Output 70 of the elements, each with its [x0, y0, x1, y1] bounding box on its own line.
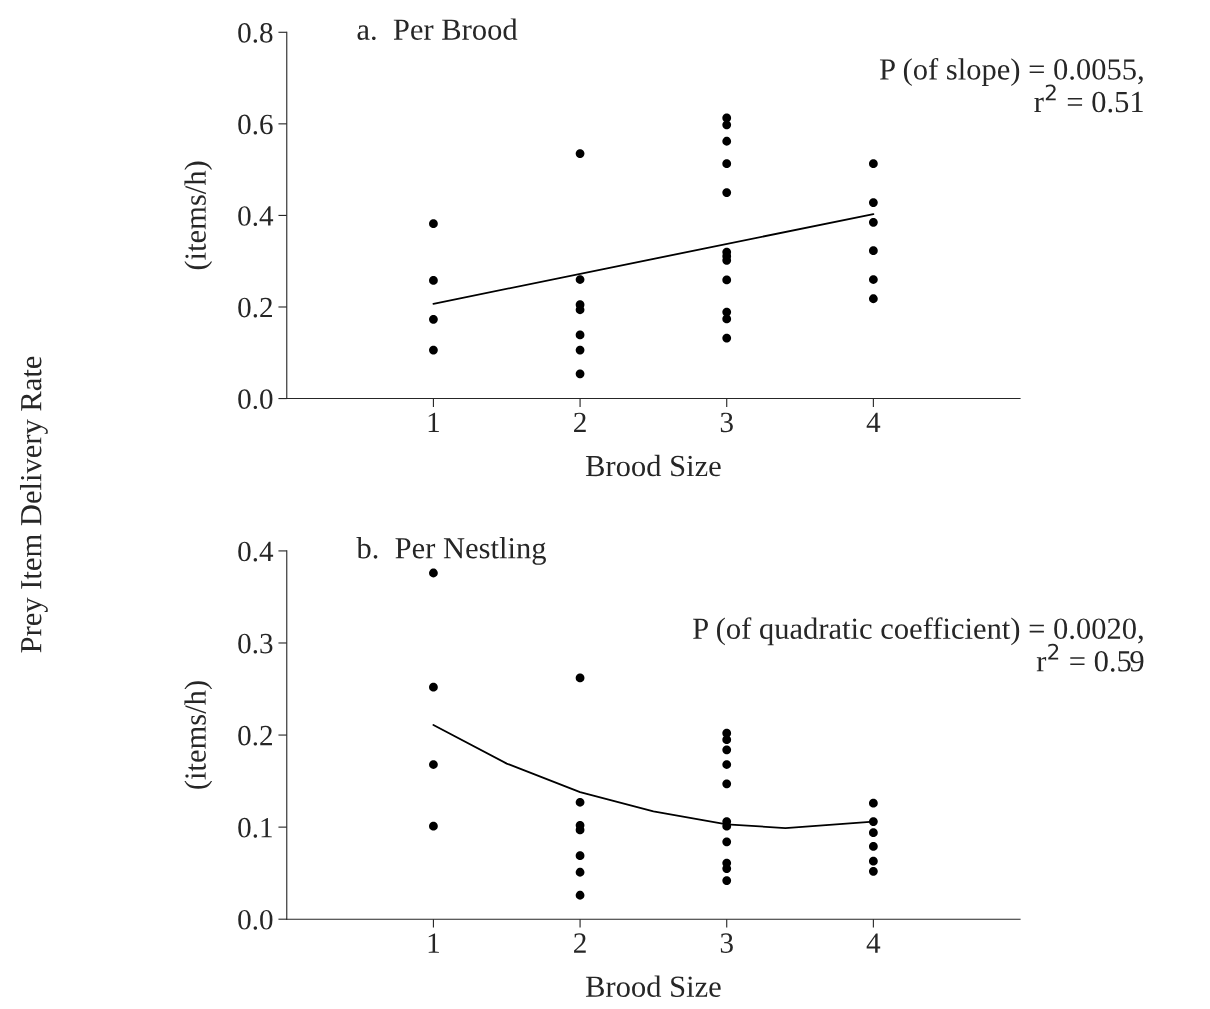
point [575, 797, 585, 807]
x-tick-label: 1 [428, 412, 439, 432]
point [575, 369, 585, 379]
y-tick-label: 0.0 [238, 389, 273, 410]
point [868, 828, 878, 838]
y-tick-label: 0.6 [238, 114, 273, 135]
point [429, 682, 438, 692]
y-tick-label: 0.2 [238, 297, 272, 318]
point [722, 314, 732, 324]
x-tick-label: 4 [866, 412, 881, 432]
point [575, 275, 585, 284]
y-axis-title: (items/h) [184, 681, 213, 789]
y-tick-label: 0.1 [238, 817, 272, 838]
y-tick-label: 0.3 [238, 633, 273, 654]
x-axis-title: Brood Size [585, 975, 721, 998]
point [868, 217, 878, 227]
text: Prey Item Delivery Rate [19, 356, 48, 653]
annotation: P (of slope) = 0.0055, r$^{2}$ = 0.51 [879, 57, 1143, 113]
point [722, 745, 732, 755]
x-tick-label: 3 [720, 412, 733, 433]
point [575, 149, 585, 159]
point [722, 876, 732, 885]
point [868, 842, 878, 851]
point [722, 159, 732, 169]
point [429, 219, 438, 229]
x-tick-label: 4 [866, 933, 881, 953]
point [429, 821, 438, 831]
point [429, 345, 438, 355]
chart-title: b. Per Nestling [356, 537, 546, 565]
point [575, 330, 585, 340]
y-tick-label: 0.4 [238, 541, 274, 562]
point [429, 760, 438, 769]
point [722, 779, 732, 789]
chart-title: a. Per Brood [357, 18, 518, 41]
y-tick-label: 0.4 [238, 206, 274, 226]
point [722, 760, 732, 769]
point [575, 673, 585, 683]
point [868, 246, 878, 256]
point [722, 120, 732, 130]
y-tick-label: 0.0 [238, 909, 273, 930]
point [868, 198, 878, 207]
point [722, 735, 732, 745]
y-tick-label: 0.8 [238, 23, 273, 43]
y-tick-label: 0.2 [238, 725, 272, 746]
x-tick-label: 3 [720, 933, 733, 953]
x-tick-label: 2 [574, 412, 586, 432]
annotation: P (of quadratic coefficient) = 0.0020, r$^{2}$ = 0.59 [693, 617, 1144, 672]
point [575, 345, 585, 355]
point [868, 159, 878, 169]
point [722, 837, 732, 847]
point [429, 276, 438, 285]
x-axis-title: Brood Size [585, 454, 721, 477]
y-axis-title: (items/h) [184, 161, 213, 270]
point [868, 798, 878, 808]
x-tick-label: 2 [574, 933, 586, 953]
point [429, 314, 438, 324]
point [722, 333, 732, 343]
point [868, 275, 878, 284]
point [722, 864, 732, 873]
point [868, 856, 878, 866]
point [575, 851, 585, 861]
point [429, 568, 438, 578]
point [575, 890, 585, 900]
point [722, 188, 732, 197]
point [575, 867, 585, 877]
x-tick-label: 1 [428, 933, 439, 953]
point [722, 275, 732, 285]
point [722, 136, 732, 146]
point [868, 866, 878, 876]
point [868, 294, 878, 304]
